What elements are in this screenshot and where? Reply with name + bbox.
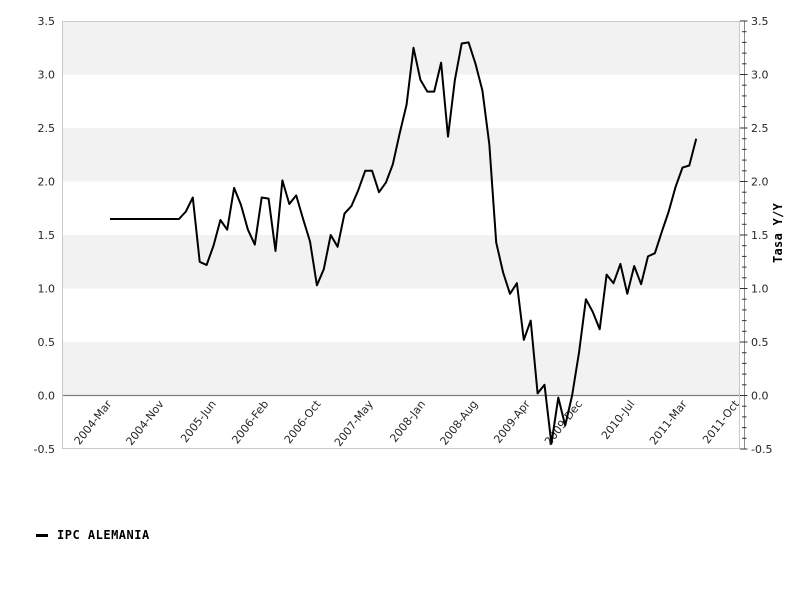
plot-band (62, 21, 740, 75)
x-tick-label: 2010-Jul (599, 398, 637, 442)
legend: IPC ALEMANIA (36, 528, 150, 542)
y-tick-label-right: 1.5 (751, 229, 769, 242)
y-tick-label-right: 3.0 (751, 69, 769, 82)
right-axis-title: Tasa Y/Y (771, 202, 785, 263)
x-tick-label: 2006-Oct (282, 397, 324, 446)
x-tick-label: 2004-Mar (72, 397, 115, 447)
x-tick-label: 2007-May (332, 397, 376, 448)
x-tick-label: 2008-Aug (437, 398, 480, 448)
x-tick-label: 2008-Jan (387, 398, 428, 445)
y-tick-label-right: 2.0 (751, 176, 769, 189)
x-tick-label: 2009-Apr (491, 397, 533, 445)
y-tick-label-left: 2.0 (38, 176, 56, 189)
plot-border (62, 21, 740, 449)
y-tick-label-right: 0.5 (751, 336, 769, 349)
plot-band (62, 128, 740, 182)
y-tick-label-left: 3.0 (38, 69, 56, 82)
x-tick-label: 2011-Oct (700, 397, 742, 446)
y-tick-label-right: 1.0 (751, 283, 769, 296)
y-tick-label-left: 2.5 (38, 122, 56, 135)
x-tick-label: 2005-Jun (178, 398, 219, 445)
legend-label: IPC ALEMANIA (57, 528, 150, 542)
y-tick-label-right: 0.0 (751, 390, 769, 403)
plot-band (62, 235, 740, 289)
y-tick-label-right: 2.5 (751, 122, 769, 135)
y-tick-label-right: 3.5 (751, 15, 769, 28)
y-tick-label-left: 0.0 (38, 390, 56, 403)
y-tick-label-left: 1.5 (38, 229, 56, 242)
y-tick-label-left: 3.5 (38, 15, 56, 28)
y-tick-label-left: 0.5 (38, 336, 56, 349)
y-tick-label-left: 1.0 (38, 283, 56, 296)
data-line (110, 41, 698, 445)
y-tick-label-left: -0.5 (34, 443, 55, 456)
plot-band (62, 342, 740, 396)
x-tick-label: 2004-Nov (124, 397, 167, 447)
x-tick-label: 2011-Mar (647, 397, 690, 447)
legend-line-swatch (36, 533, 48, 537)
x-tick-label: 2006-Feb (229, 398, 271, 447)
y-tick-label-right: -0.5 (751, 443, 772, 456)
